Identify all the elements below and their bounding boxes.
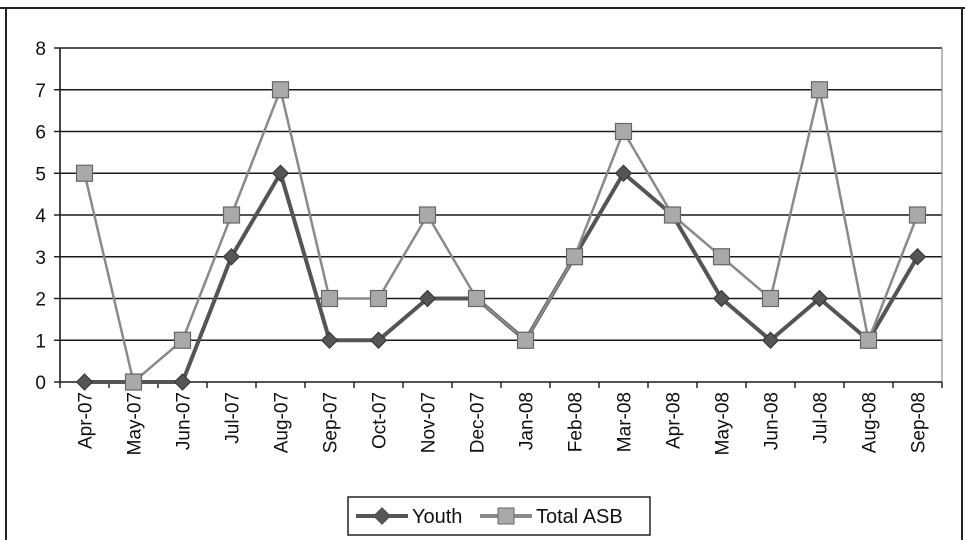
axis-layer bbox=[54, 47, 943, 388]
data-point-total-asb bbox=[663, 206, 682, 224]
data-point-total-asb bbox=[908, 206, 927, 224]
x-tick-label: Sep-08 bbox=[909, 392, 930, 453]
data-point-total-asb bbox=[124, 373, 143, 391]
legend-total-marker bbox=[497, 507, 515, 525]
data-point-youth bbox=[810, 289, 829, 308]
y-tick-label: 1 bbox=[35, 331, 46, 352]
data-point-total-asb bbox=[173, 331, 192, 349]
data-point-youth bbox=[222, 248, 241, 266]
data-point-total-asb bbox=[810, 81, 829, 99]
y-tick-label: 3 bbox=[35, 248, 46, 269]
x-tick-label: Dec-07 bbox=[468, 392, 489, 453]
x-tick-label: Apr-07 bbox=[76, 392, 97, 449]
data-point-youth bbox=[418, 289, 437, 308]
y-tick-label: 2 bbox=[35, 290, 46, 311]
y-tick-label: 5 bbox=[35, 164, 46, 185]
data-point-total-asb bbox=[369, 289, 388, 308]
data-point-total-asb bbox=[75, 164, 94, 182]
x-tick-label: May-08 bbox=[713, 392, 734, 455]
data-point-youth bbox=[712, 289, 731, 308]
series-total-asb bbox=[75, 81, 927, 391]
x-tick-label: Jun-08 bbox=[762, 392, 783, 450]
data-point-total-asb bbox=[271, 81, 290, 99]
y-tick-label: 0 bbox=[35, 373, 46, 394]
x-tick-label: Aug-07 bbox=[272, 392, 293, 453]
data-point-total-asb bbox=[516, 331, 535, 349]
series-line-total-asb bbox=[83, 88, 919, 384]
legend-youth-marker bbox=[373, 507, 391, 525]
tick-label-layer: 0 1 2 3 4 5 6 7 8 Apr-07 May-07 Jun-07 Jul-07 Aug-07 S… bbox=[35, 39, 929, 455]
legend: Youth Total ASB bbox=[347, 496, 651, 536]
data-point-total-asb bbox=[859, 331, 878, 349]
data-point-youth bbox=[271, 164, 290, 182]
data-point-total-asb bbox=[712, 248, 731, 266]
data-point-youth bbox=[173, 373, 192, 391]
y-tick-label: 7 bbox=[35, 81, 46, 102]
series-layer bbox=[75, 81, 927, 391]
legend-youth-label: Youth bbox=[412, 506, 462, 528]
x-tick-label: Jan-08 bbox=[517, 392, 538, 450]
series-youth bbox=[75, 164, 927, 391]
x-tick-label: Nov-07 bbox=[419, 392, 440, 453]
x-tick-label: Sep-07 bbox=[321, 392, 342, 453]
x-tick-label: Aug-08 bbox=[860, 392, 881, 453]
data-point-total-asb bbox=[320, 289, 339, 308]
x-tick-label: Oct-07 bbox=[370, 392, 391, 449]
data-point-total-asb bbox=[467, 289, 486, 308]
x-tick-label: Mar-08 bbox=[615, 392, 636, 452]
data-point-total-asb bbox=[222, 206, 241, 224]
data-point-youth bbox=[75, 373, 94, 391]
data-point-total-asb bbox=[761, 289, 780, 308]
x-tick-label: May-07 bbox=[125, 392, 146, 455]
legend-total-label: Total ASB bbox=[536, 506, 623, 528]
data-point-youth bbox=[614, 164, 633, 182]
data-point-total-asb bbox=[614, 122, 633, 141]
x-tick-label: Feb-08 bbox=[566, 392, 587, 452]
data-point-youth bbox=[761, 331, 780, 349]
x-tick-label: Jun-07 bbox=[174, 392, 195, 450]
data-point-youth bbox=[320, 331, 339, 349]
data-point-total-asb bbox=[418, 206, 437, 224]
y-tick-label: 8 bbox=[35, 39, 46, 60]
x-tick-label: Apr-08 bbox=[664, 392, 685, 449]
data-point-total-asb bbox=[565, 248, 584, 266]
grid-layer bbox=[60, 47, 942, 342]
x-tick-label: Jul-08 bbox=[811, 392, 832, 444]
data-point-youth bbox=[908, 248, 927, 266]
y-tick-label: 6 bbox=[35, 123, 46, 144]
x-tick-label: Jul-07 bbox=[223, 392, 244, 444]
data-point-youth bbox=[369, 331, 388, 349]
y-tick-label: 4 bbox=[35, 206, 46, 227]
